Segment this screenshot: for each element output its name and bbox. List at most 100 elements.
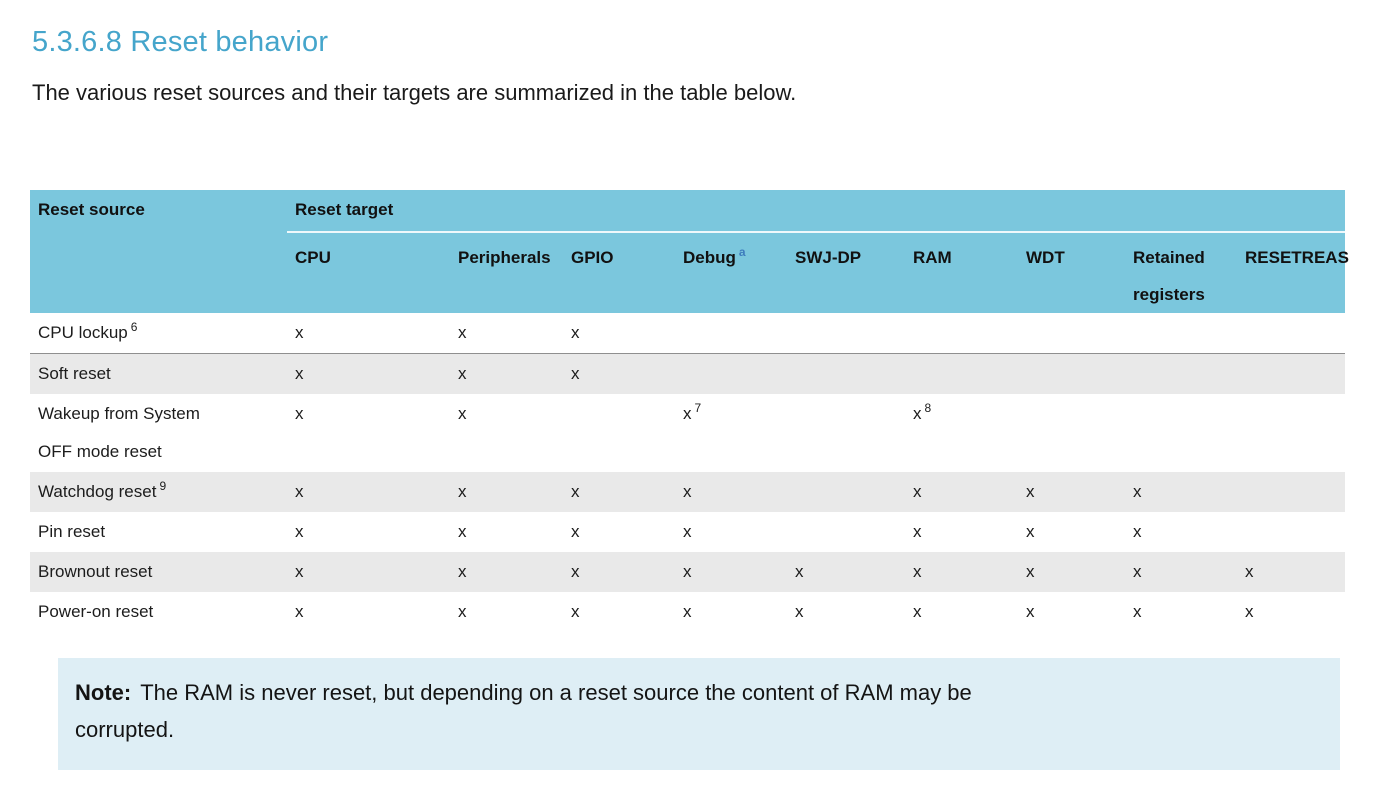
x-mark: x xyxy=(458,522,467,541)
table-header-group-row: Reset source Reset target xyxy=(30,190,1346,313)
target-cell: x xyxy=(450,512,563,552)
target-cell xyxy=(1237,512,1346,552)
intro-text: The various reset sources and their targ… xyxy=(32,80,797,105)
target-cell: x xyxy=(450,472,563,512)
x-mark: x xyxy=(913,404,922,423)
table-row-pin-reset: Pin reset x x x x x x x xyxy=(30,512,1346,552)
target-cell xyxy=(1125,394,1237,472)
note-label: Note: xyxy=(75,680,132,705)
x-mark: x xyxy=(571,482,580,501)
table-row-soft-reset: Soft reset x x x xyxy=(30,353,1346,394)
column-header-cpu: CPU xyxy=(287,232,450,313)
footnote-ref-a[interactable]: a xyxy=(738,245,746,260)
column-header-retained-registers: Retained registers xyxy=(1125,232,1237,313)
x-mark: x xyxy=(1133,562,1142,581)
target-cell: x xyxy=(675,472,787,512)
target-cell xyxy=(787,472,905,512)
x-mark: x xyxy=(295,602,304,621)
x-mark: x xyxy=(458,482,467,501)
target-cell: x xyxy=(450,353,563,394)
target-cell: x xyxy=(563,552,675,592)
x-mark: x xyxy=(458,562,467,581)
target-cell: x xyxy=(563,472,675,512)
target-cell: x xyxy=(287,394,450,472)
x-mark: x xyxy=(913,602,922,621)
target-cell: x xyxy=(905,472,1018,512)
target-cell xyxy=(1018,394,1125,472)
column-header-wdt: WDT xyxy=(1018,232,1125,313)
target-cell: x xyxy=(450,592,563,632)
target-cell: x xyxy=(287,552,450,592)
reset-source-cell: Power-on reset xyxy=(30,592,287,632)
x-mark: x xyxy=(683,404,692,423)
target-cell: x xyxy=(1018,552,1125,592)
column-header-label: GPIO xyxy=(571,248,614,267)
column-header-label: Peripherals xyxy=(458,248,551,267)
target-cell: x xyxy=(287,353,450,394)
table-row-watchdog-reset: Watchdog reset 9 x x x x x x x xyxy=(30,472,1346,512)
target-cell: x xyxy=(1018,592,1125,632)
target-cell: x xyxy=(450,313,563,354)
footnote-ref-8: 8 xyxy=(924,401,932,416)
reset-source-label: Brownout reset xyxy=(38,562,153,581)
reset-source-cell: CPU lockup 6 xyxy=(30,313,287,354)
target-cell xyxy=(905,313,1018,354)
target-cell: x xyxy=(905,512,1018,552)
reset-source-cell: Wakeup from System OFF mode reset xyxy=(30,394,287,472)
target-cell xyxy=(1018,313,1125,354)
reset-source-label: Power-on reset xyxy=(38,602,154,621)
target-cell xyxy=(563,394,675,472)
x-mark: x xyxy=(1026,522,1035,541)
target-cell: x xyxy=(563,592,675,632)
footnote-ref-9: 9 xyxy=(159,479,167,494)
x-mark: x xyxy=(913,562,922,581)
target-cell xyxy=(1237,313,1346,354)
x-mark: x xyxy=(683,482,692,501)
x-mark: x xyxy=(571,602,580,621)
target-cell xyxy=(675,353,787,394)
reset-source-label: Pin reset xyxy=(38,522,106,541)
target-cell xyxy=(787,512,905,552)
target-cell: x xyxy=(675,552,787,592)
column-header-label: CPU xyxy=(295,248,331,267)
column-header-label: SWJ-DP xyxy=(795,248,862,267)
target-cell: x xyxy=(287,512,450,552)
x-mark: x xyxy=(1026,602,1035,621)
footnote-ref-7: 7 xyxy=(694,401,702,416)
x-mark: x xyxy=(795,602,804,621)
reset-source-label: Soft reset xyxy=(38,364,111,383)
column-header-label: RESETREAS xyxy=(1245,248,1349,267)
x-mark: x xyxy=(683,602,692,621)
target-cell: x xyxy=(287,592,450,632)
target-cell xyxy=(675,313,787,354)
target-cell: x xyxy=(563,313,675,354)
target-cell xyxy=(1237,394,1346,472)
x-mark: x xyxy=(1026,562,1035,581)
target-cell xyxy=(787,394,905,472)
target-cell: x xyxy=(1125,552,1237,592)
reset-source-cell: Soft reset xyxy=(30,353,287,394)
table-row-cpu-lockup: CPU lockup 6 x x x xyxy=(30,313,1346,354)
column-header-label: Retained registers xyxy=(1133,248,1205,304)
column-header-label: Debug xyxy=(683,248,736,267)
target-cell: x xyxy=(1125,512,1237,552)
target-cell: x xyxy=(450,552,563,592)
column-header-debug: Debug a xyxy=(675,232,787,313)
target-cell xyxy=(787,353,905,394)
target-cell: x xyxy=(1018,512,1125,552)
target-cell: x xyxy=(287,472,450,512)
x-mark: x xyxy=(295,323,304,342)
reset-source-cell: Brownout reset xyxy=(30,552,287,592)
x-mark: x xyxy=(458,364,467,383)
table-row-power-on-reset: Power-on reset x x x x x x x x x xyxy=(30,592,1346,632)
x-mark: x xyxy=(458,404,467,423)
target-cell xyxy=(1125,353,1237,394)
table-row-wakeup-from-system-off-mode-reset: Wakeup from System OFF mode reset x x x 7 x 8 xyxy=(30,394,1346,472)
footnote-ref-6: 6 xyxy=(130,320,138,335)
target-cell: x xyxy=(675,592,787,632)
target-cell: x xyxy=(450,394,563,472)
target-cell: x xyxy=(787,592,905,632)
note-box: Note: The RAM is never reset, but dependi… xyxy=(58,658,1340,770)
target-cell xyxy=(1237,353,1346,394)
note-text: The RAM is never reset, but depending on… xyxy=(75,680,972,742)
